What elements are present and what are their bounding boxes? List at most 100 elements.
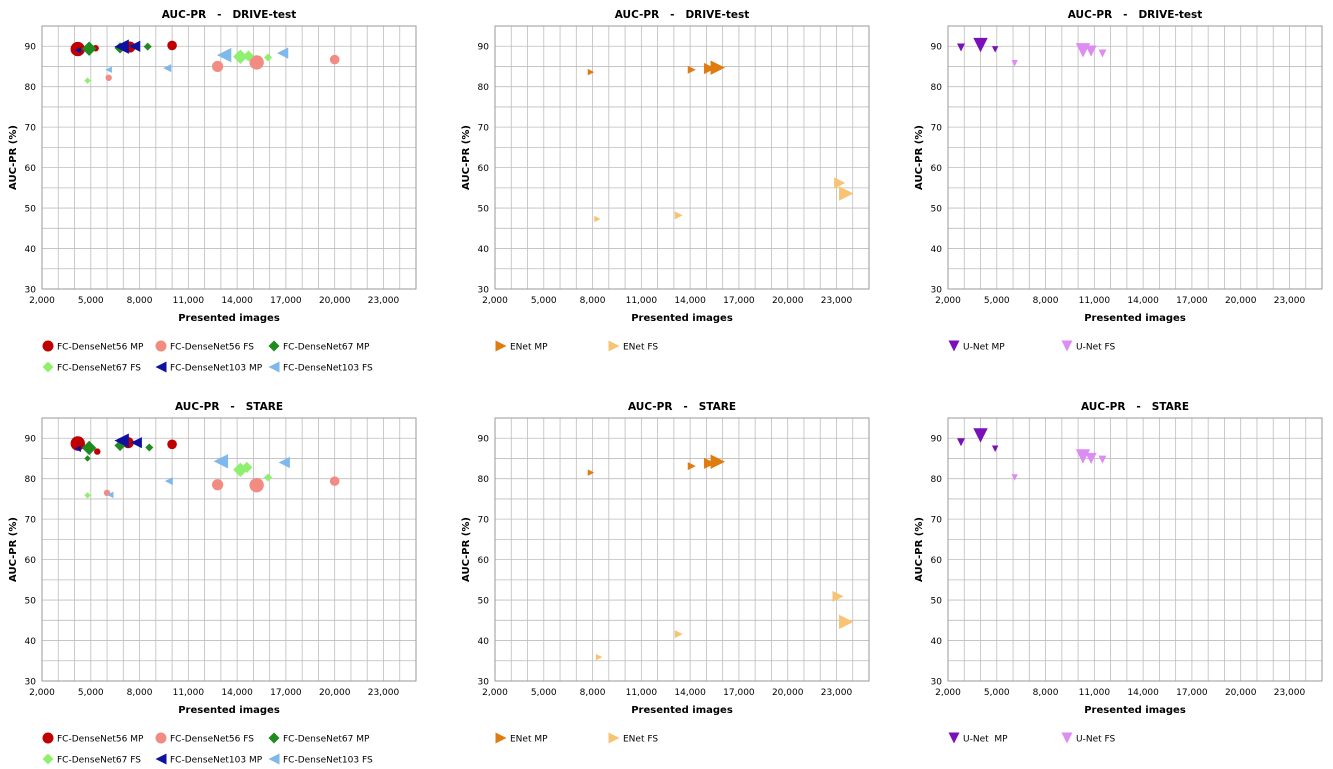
x-tick-label: 8,000 [1033, 296, 1059, 306]
y-tick-label: 70 [25, 124, 37, 134]
data-point-fc-densenet103-mp [74, 47, 81, 54]
data-point-u-net-mp [991, 445, 999, 452]
x-tick-label: 14,000 [674, 296, 706, 306]
chart-panel-4: AUC-PR - STARE 2,000 5,000 8,000 11,000 14,00… [8, 401, 417, 766]
y-tick-label: 60 [931, 164, 943, 174]
plot-frame [947, 417, 1323, 682]
data-point-fc-densenet103-fs [107, 491, 114, 499]
x-tick-label: 11,000 [1079, 688, 1111, 698]
legend-marker [268, 340, 280, 352]
y-axis-label: AUC-PR (%) [914, 517, 925, 582]
y-tick-label: 40 [931, 637, 943, 647]
legend-marker [42, 732, 54, 744]
y-tick-label: 50 [25, 597, 37, 607]
y-tick-label: 80 [25, 83, 37, 93]
y-tick-label: 60 [931, 556, 943, 566]
data-point-fc-densenet103-mp [114, 433, 129, 448]
data-point-u-net-fs [1098, 49, 1107, 58]
data-point-enet-fs [834, 177, 846, 189]
data-point-fc-densenet56-fs [105, 74, 112, 81]
x-tick-label: 20,000 [319, 296, 351, 306]
chart-title: AUC-PR - DRIVE-test [162, 9, 296, 21]
x-tick-label: 2,000 [482, 296, 508, 306]
legend-marker [155, 732, 167, 744]
chart-panel-5: AUC-PR - STARE 2,000 5,000 8,000 11,000 14,00… [461, 401, 870, 745]
x-tick-label: 23,000 [821, 688, 853, 698]
x-tick-label: 23,000 [1274, 688, 1306, 698]
legend-label: ENet MP [510, 343, 548, 353]
y-axis-label: AUC-PR (%) [8, 125, 19, 190]
data-point-fc-densenet56-mp [94, 448, 101, 455]
data-point-fc-densenet103-fs [163, 64, 172, 73]
x-tick-label: 20,000 [772, 296, 804, 306]
data-point-enet-fs [832, 590, 844, 603]
data-point-fc-densenet56-fs [249, 55, 264, 70]
plot-area [42, 418, 416, 681]
x-tick-label: 8,000 [127, 296, 153, 306]
legend-marker [155, 340, 167, 352]
y-tick-label: 40 [478, 637, 490, 647]
data-point-enet-mp [587, 68, 595, 76]
legend-marker [42, 361, 54, 373]
y-tick-label: 80 [25, 475, 37, 485]
plot-area [495, 418, 869, 681]
data-point-fc-densenet67-fs [241, 461, 253, 473]
data-point-fc-densenet103-fs [277, 47, 289, 59]
data-point-u-net-fs [1011, 60, 1018, 67]
data-point-u-net-mp [957, 43, 966, 52]
data-point-enet-mp [687, 65, 696, 74]
legend-marker [495, 340, 507, 352]
x-tick-label: 11,000 [173, 296, 205, 306]
y-tick-label: 40 [931, 245, 943, 255]
x-tick-label: 8,000 [1033, 688, 1059, 698]
legend-label: FC-DenseNet56 MP [57, 735, 144, 745]
x-tick-label: 11,000 [626, 296, 658, 306]
x-axis-label: Presented images [631, 705, 733, 716]
data-point-fc-densenet103-mp [114, 39, 129, 54]
legend-marker [42, 340, 54, 352]
data-point-u-net-fs [1085, 452, 1097, 465]
x-tick-label: 2,000 [29, 688, 55, 698]
plot-frame [41, 417, 417, 682]
data-point-fc-densenet103-fs [216, 47, 232, 63]
data-point-u-net-fs [1075, 449, 1091, 464]
legend-marker [948, 340, 960, 352]
data-point-u-net-mp [973, 37, 988, 53]
legend-marker [608, 340, 620, 352]
legend-label: FC-DenseNet56 FS [170, 735, 254, 745]
y-axis-label: AUC-PR (%) [8, 517, 19, 582]
legend-label: FC-DenseNet103 MP [170, 364, 263, 374]
x-tick-label: 5,000 [984, 688, 1010, 698]
legend-label: U-Net MP [963, 343, 1005, 353]
legend-label: U-Net FS [1076, 343, 1116, 353]
chart-panel-2: AUC-PR - DRIVE-test 2,000 5,000 8,000 11,000… [461, 9, 870, 353]
x-axis-label: Presented images [631, 313, 733, 324]
y-tick-label: 60 [478, 556, 490, 566]
legend-label: FC-DenseNet56 FS [170, 343, 254, 353]
y-tick-label: 50 [478, 205, 490, 215]
legend-marker [42, 753, 54, 765]
data-point-fc-densenet56-fs [329, 54, 340, 65]
data-point-enet-fs [674, 211, 683, 220]
y-tick-label: 50 [25, 205, 37, 215]
legend-marker [1061, 340, 1073, 352]
data-point-fc-densenet67-mp [84, 455, 91, 462]
data-point-enet-mp [687, 462, 696, 471]
x-tick-label: 17,000 [270, 688, 302, 698]
x-tick-label: 23,000 [368, 688, 400, 698]
y-tick-label: 70 [478, 124, 490, 134]
x-tick-label: 8,000 [580, 296, 606, 306]
x-tick-label: 2,000 [482, 688, 508, 698]
chart-panel-6: AUC-PR - STARE 2,000 5,000 8,000 11,000 14,00… [914, 401, 1323, 745]
data-point-fc-densenet67-fs [264, 53, 273, 62]
data-point-enet-fs [674, 630, 683, 639]
y-axis-label: AUC-PR (%) [461, 125, 472, 190]
legend-label: ENet FS [623, 735, 658, 745]
data-point-u-net-fs [1098, 455, 1107, 464]
y-tick-label: 50 [931, 205, 943, 215]
plot-area [948, 26, 1322, 289]
data-point-enet-fs [595, 653, 603, 661]
legend-marker [155, 361, 167, 373]
data-point-fc-densenet67-fs [242, 50, 255, 62]
y-tick-label: 70 [931, 124, 943, 134]
